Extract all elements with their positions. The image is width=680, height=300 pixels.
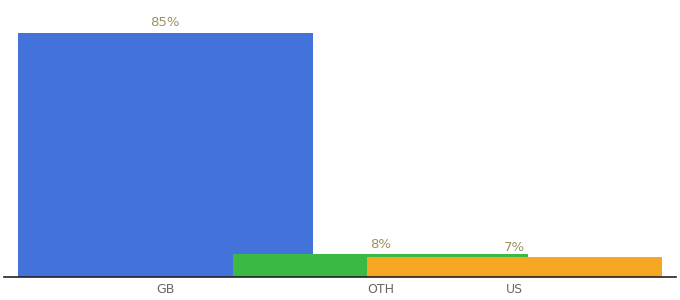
Text: 7%: 7%	[504, 241, 525, 254]
Text: 85%: 85%	[150, 16, 180, 29]
Text: 8%: 8%	[370, 238, 391, 251]
Bar	[18, 33, 313, 277]
Bar	[233, 254, 528, 277]
Bar	[367, 257, 662, 277]
